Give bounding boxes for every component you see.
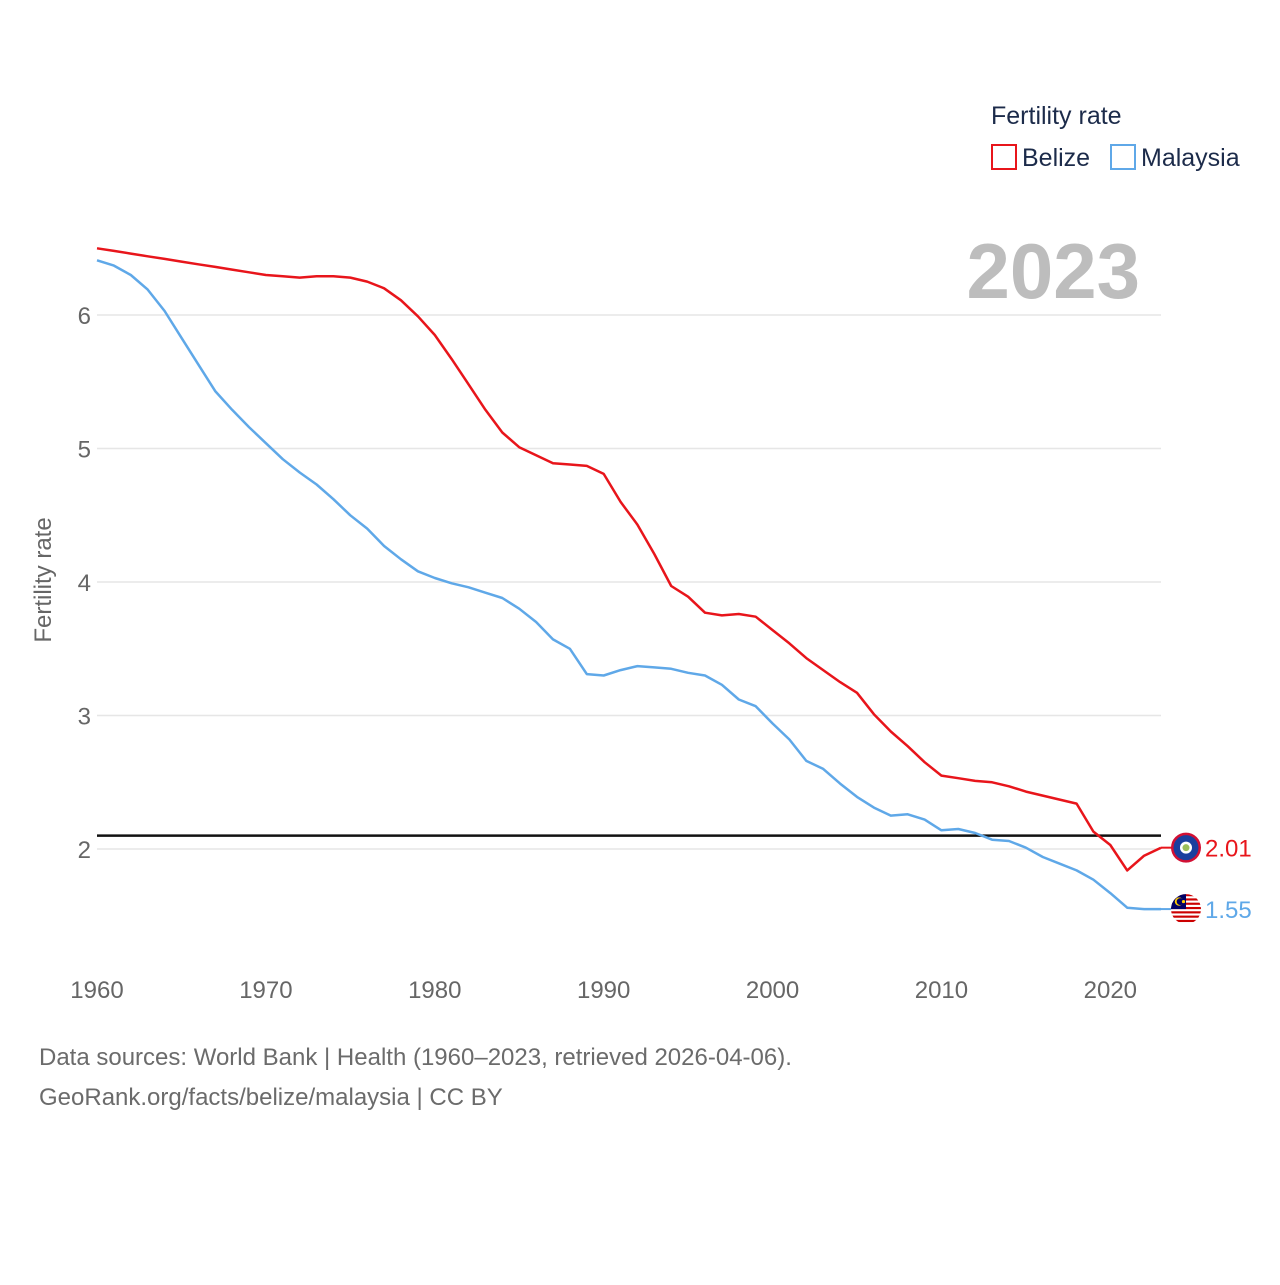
- series-layer: [96, 247, 1162, 911]
- belize-flag-icon: [1171, 832, 1201, 863]
- x-tick-label: 1960: [70, 977, 123, 1004]
- legend-title: Fertility rate: [991, 102, 1122, 130]
- legend-swatch[interactable]: [991, 144, 1017, 170]
- legend: Fertility rate Belize Malaysia: [991, 102, 1240, 172]
- y-tick-label: 2: [78, 837, 91, 864]
- x-tick-label: 1980: [408, 977, 461, 1004]
- x-tick-label: 2000: [746, 977, 799, 1004]
- y-tick-label: 4: [78, 570, 91, 597]
- flag-star: [1181, 899, 1186, 904]
- x-tick-label: 1990: [577, 977, 630, 1004]
- series-line-belize[interactable]: [96, 247, 1162, 872]
- year-label: 2023: [966, 227, 1140, 315]
- flag-red-stripe: [1171, 919, 1201, 923]
- y-tick-label: 6: [78, 303, 91, 330]
- flag-red-stripe: [1171, 915, 1201, 918]
- series-line-malaysia[interactable]: [96, 259, 1161, 911]
- x-tick-label: 1970: [239, 977, 292, 1004]
- label-layer: 2023 2.01 1.55: [966, 227, 1252, 925]
- end-value-label-belize: 2.01: [1205, 836, 1252, 863]
- flag-stripes: [1171, 894, 1201, 925]
- x-tick-label: 2010: [915, 977, 968, 1004]
- axis-layer: 2 3 4 5 6 1960 1970 1980 1990 2000 2010 2020 Fertili…: [30, 303, 1137, 1004]
- grid-layer: [97, 314, 1161, 850]
- flag-red-stripe: [1171, 911, 1201, 914]
- legend-swatch[interactable]: [1110, 144, 1136, 170]
- credit-note[interactable]: GeoRank.org/facts/belize/malaysia | CC B…: [39, 1084, 503, 1111]
- legend-item-belize[interactable]: Belize: [991, 144, 1090, 172]
- end-value-label-malaysia: 1.55: [1205, 897, 1252, 924]
- flag-emblem-center: [1182, 844, 1190, 852]
- y-tick-label: 5: [78, 437, 91, 464]
- data-source-note: Data sources: World Bank | Health (1960–…: [39, 1044, 792, 1071]
- y-axis-title: Fertility rate: [30, 517, 57, 642]
- flag-crescent-cut: [1176, 898, 1184, 906]
- legend-item-malaysia[interactable]: Malaysia: [1110, 144, 1240, 172]
- malaysia-flag-icon: [1171, 894, 1201, 925]
- legend-label[interactable]: Malaysia: [1141, 144, 1240, 172]
- legend-label[interactable]: Belize: [1022, 144, 1090, 172]
- x-tick-label: 2020: [1084, 977, 1137, 1004]
- y-tick-label: 3: [78, 704, 91, 731]
